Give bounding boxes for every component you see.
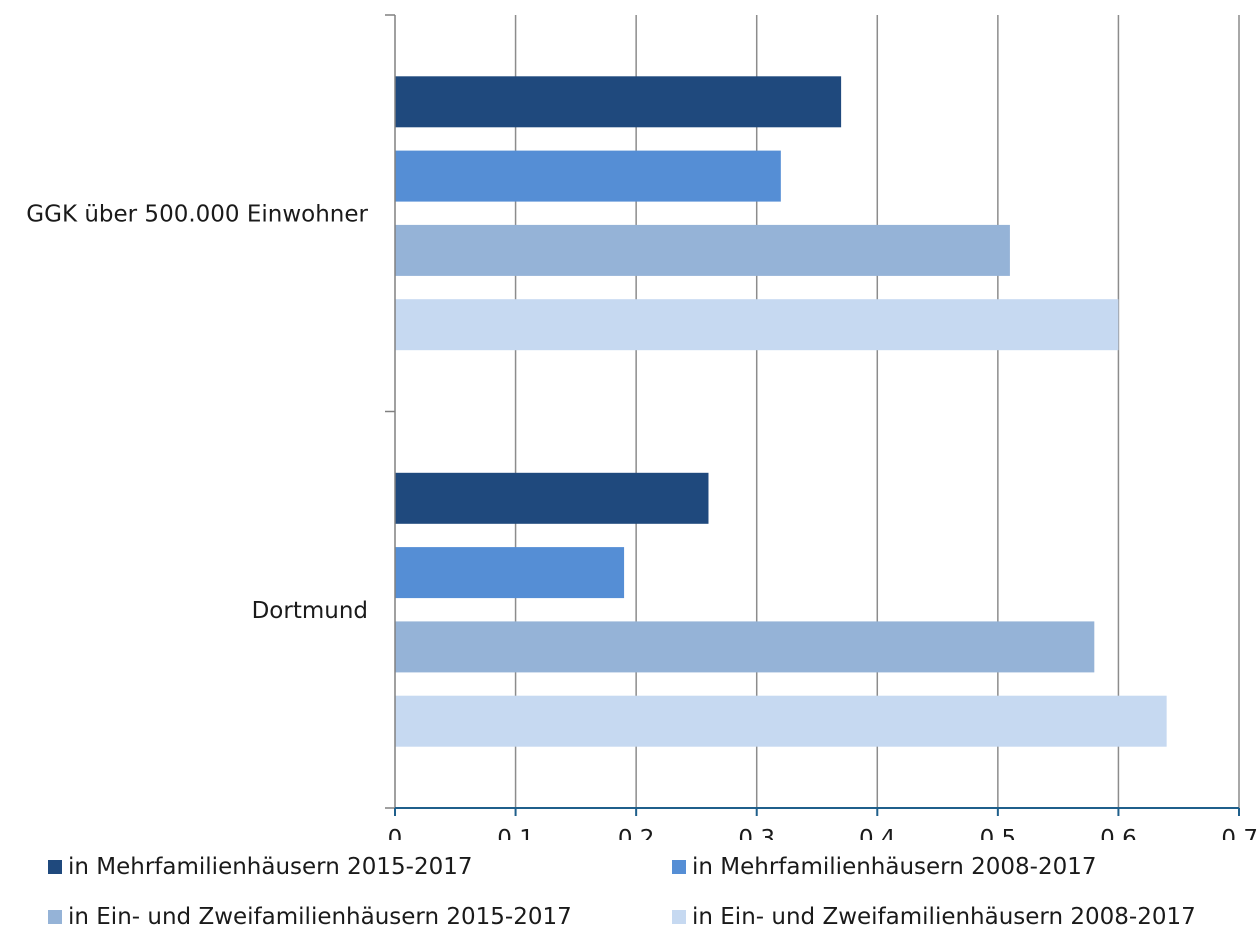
category-labels: GGK über 500.000 Einwohner Dortmund	[26, 201, 368, 624]
legend-label: in Ein- und Zweifamilienhäusern 2008-201…	[692, 904, 1196, 930]
x-tick-label: 0,7	[1221, 826, 1258, 840]
bar	[395, 299, 1119, 351]
axes	[385, 14, 1240, 816]
legend: in Mehrfamilienhäusern 2015-2017 in Mehrf…	[0, 840, 1259, 949]
gridlines	[514, 15, 1240, 808]
x-tick-label: 0,1	[497, 826, 534, 840]
x-tick-label: 0,3	[738, 826, 775, 840]
bar	[395, 224, 1010, 276]
legend-item: in Mehrfamilienhäusern 2008-2017	[672, 854, 1097, 880]
bar-chart: 0 0,1 0,2 0,3 0,4 0,5 0,6 0,7 GGK über 500.000 …	[26, 14, 1258, 840]
x-tick-label: 0,2	[618, 826, 655, 840]
category-label: GGK über 500.000 Einwohner	[26, 201, 368, 227]
bar	[395, 150, 781, 202]
bar	[395, 472, 709, 524]
x-tick-label: 0,5	[980, 826, 1017, 840]
bar	[395, 621, 1095, 673]
legend-swatch	[672, 910, 686, 924]
legend-label: in Mehrfamilienhäusern 2008-2017	[692, 854, 1097, 880]
legend-item: in Mehrfamilienhäusern 2015-2017	[48, 854, 473, 880]
legend-item: in Ein- und Zweifamilienhäusern 2015-201…	[48, 904, 572, 930]
legend-swatch	[48, 860, 62, 874]
bar	[395, 547, 625, 599]
bar	[395, 76, 842, 128]
x-tick-label: 0,4	[859, 826, 896, 840]
bar	[395, 695, 1167, 747]
tick-labels: 0 0,1 0,2 0,3 0,4 0,5 0,6 0,7	[388, 826, 1258, 840]
category-label: Dortmund	[252, 598, 368, 624]
legend-item: in Ein- und Zweifamilienhäusern 2008-201…	[672, 904, 1196, 930]
legend-label: in Mehrfamilienhäusern 2015-2017	[68, 854, 473, 880]
x-tick-label: 0,6	[1100, 826, 1137, 840]
bars	[395, 76, 1167, 747]
legend-label: in Ein- und Zweifamilienhäusern 2015-201…	[68, 904, 572, 930]
legend-swatch	[672, 860, 686, 874]
legend-swatch	[48, 910, 62, 924]
x-tick-label: 0	[388, 826, 403, 840]
